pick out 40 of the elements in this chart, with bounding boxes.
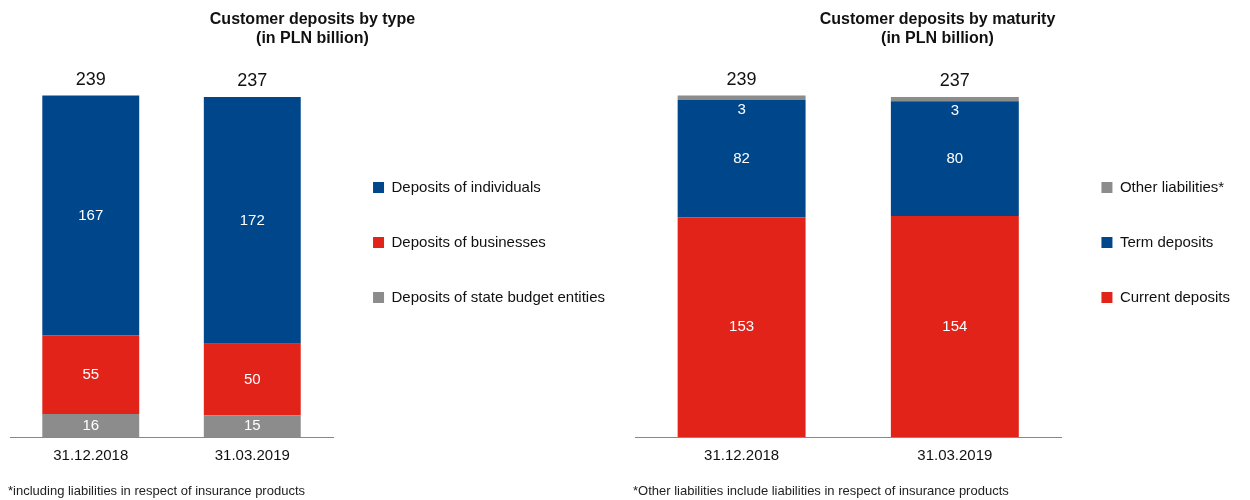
data-label: 80 bbox=[946, 148, 964, 166]
data-label: 82 bbox=[733, 148, 750, 166]
data-label: 16 bbox=[82, 415, 100, 433]
bar bbox=[203, 97, 301, 344]
legend-label: Deposits of individuals bbox=[391, 177, 541, 195]
data-label: 153 bbox=[729, 317, 755, 335]
bar bbox=[42, 95, 140, 336]
bar bbox=[890, 216, 1019, 437]
x-tick-label: 31.03.2019 bbox=[917, 446, 993, 464]
data-label: 172 bbox=[239, 210, 265, 228]
bar bbox=[42, 335, 140, 415]
bar bbox=[677, 217, 806, 437]
total-label: 239 bbox=[75, 68, 106, 89]
text: *including liabilities in respect of insurance products bbox=[8, 483, 305, 498]
x-tick-label: 31.12.2018 bbox=[704, 446, 780, 464]
total-label: 237 bbox=[939, 70, 970, 91]
data-label: 55 bbox=[82, 364, 100, 382]
x-tick-label: 31.12.2018 bbox=[53, 446, 129, 464]
legend-label: Deposits of state budget entities bbox=[391, 287, 605, 305]
legend-label: Term deposits bbox=[1119, 232, 1214, 250]
legend-label: Other liabilities* bbox=[1119, 177, 1225, 195]
total-label: 237 bbox=[237, 70, 268, 91]
data-label: 154 bbox=[942, 316, 968, 334]
legend-label: Deposits of businesses bbox=[391, 232, 546, 250]
bar bbox=[677, 95, 806, 100]
chart-title: Customer deposits by maturity (in PLN billion) bbox=[819, 10, 1056, 47]
data-label: 3 bbox=[737, 100, 746, 118]
data-label: 50 bbox=[243, 369, 261, 387]
text: *Other liabilities include liabilities in respect of insurance products bbox=[633, 483, 1009, 498]
chart-title: Customer deposits by type (in PLN billion) bbox=[209, 10, 416, 47]
data-label: 3 bbox=[950, 101, 960, 119]
bar bbox=[890, 101, 1019, 217]
x-tick-label: 31.03.2019 bbox=[214, 446, 290, 464]
legend-label: Current deposits bbox=[1119, 287, 1231, 305]
bar bbox=[203, 343, 301, 416]
bar bbox=[890, 97, 1019, 102]
data-label: 167 bbox=[78, 205, 104, 223]
data-label: 15 bbox=[243, 416, 261, 434]
total-label: 239 bbox=[726, 68, 757, 89]
bar bbox=[677, 99, 806, 218]
